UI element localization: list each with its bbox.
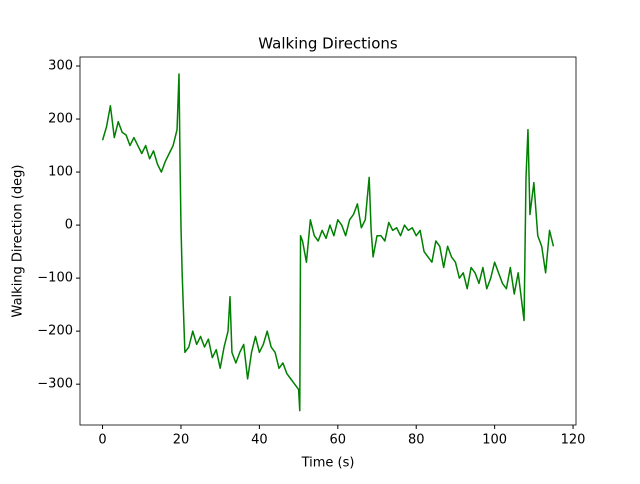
chart-title: Walking Directions xyxy=(258,35,398,53)
x-tick-label: 100 xyxy=(482,433,507,448)
x-tick-label: 120 xyxy=(561,433,586,448)
y-tick-label: −200 xyxy=(37,324,73,339)
y-tick-label: 200 xyxy=(48,112,73,127)
y-tick-label: 300 xyxy=(48,59,73,74)
y-tick-label: −100 xyxy=(37,271,73,286)
x-axis-label: Time (s) xyxy=(301,456,355,471)
y-axis-label: Walking Direction (deg) xyxy=(11,165,26,318)
x-tick-label: 60 xyxy=(330,433,347,448)
y-tick-label: 0 xyxy=(65,218,73,233)
y-tick-label: −300 xyxy=(37,377,73,392)
plot-frame xyxy=(79,56,577,426)
x-tick-label: 40 xyxy=(251,433,268,448)
x-tick-label: 80 xyxy=(408,433,425,448)
y-tick-label: 100 xyxy=(48,165,73,180)
data-line xyxy=(101,73,555,412)
x-tick-label: 0 xyxy=(98,433,106,448)
x-tick-label: 20 xyxy=(173,433,190,448)
